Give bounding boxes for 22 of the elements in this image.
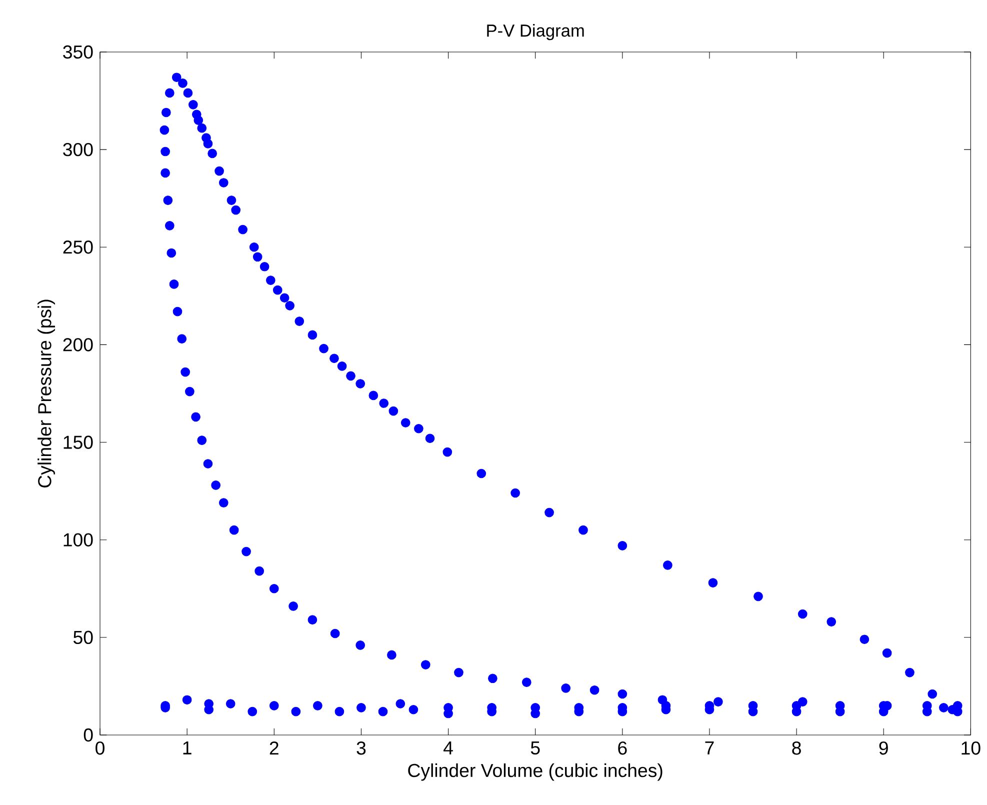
x-tick-label: 2 [270,741,278,755]
x-tick-label: 8 [792,741,801,755]
x-tick-label: 3 [356,741,366,755]
y-tick-label: 150 [64,436,93,449]
chart-title: P-V Diagram [487,24,584,40]
y-tick-label: 250 [63,240,93,254]
y-tick-label: 100 [64,533,93,546]
x-tick-label: 6 [618,741,627,755]
x-tick-label: 4 [444,741,453,754]
y-tick-label: 350 [63,45,93,59]
x-tick-label: 9 [879,741,888,755]
y-tick-label: 200 [63,338,93,352]
x-tick-label: 1 [183,741,192,754]
y-tick-label: 0 [84,728,93,742]
y-tick-label: 300 [63,142,93,156]
y-axis-title: Cylinder Pressure (psi) [38,300,55,488]
y-tick-label: 50 [74,630,93,644]
x-axis-title: Cylinder Volume (cubic inches) [408,763,662,781]
x-tick-label: 0 [96,741,104,755]
x-tick-label: 7 [705,741,714,754]
x-tick-label: 10 [962,741,980,755]
x-tick-label: 5 [530,741,540,755]
